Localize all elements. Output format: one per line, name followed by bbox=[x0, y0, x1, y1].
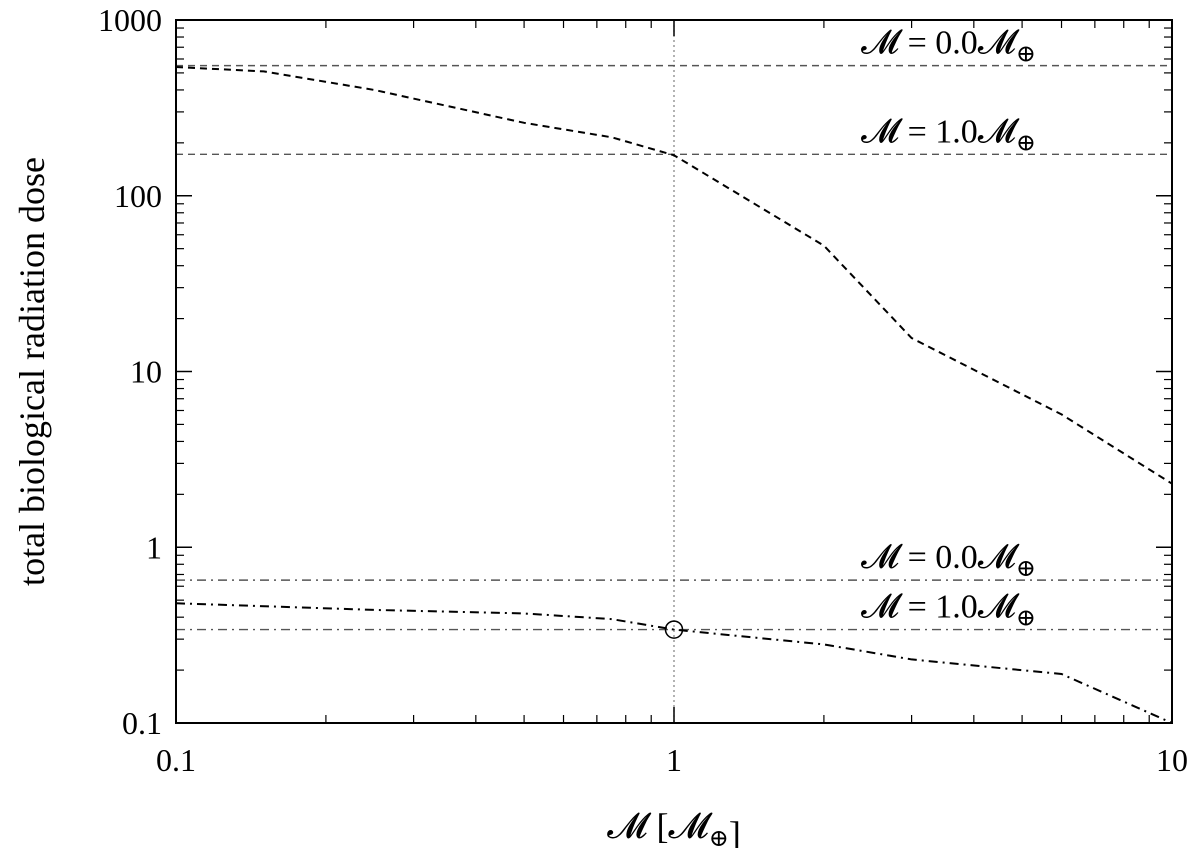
series-line-dashed bbox=[175, 66, 1173, 485]
y-tick-label: 1000 bbox=[98, 2, 162, 38]
reference-line-label: 𝓜 = 1.0𝓜⊕ bbox=[861, 589, 1036, 632]
reference-line-label: 𝓜 = 1.0𝓜⊕ bbox=[861, 113, 1036, 156]
reference-line-label: 𝓜 = 0.0𝓜⊕ bbox=[861, 25, 1036, 68]
x-tick-label: 1 bbox=[666, 742, 682, 778]
labels-layer: 𝓜 = 0.0𝓜⊕ 𝓜 = 1.0𝓜⊕ 𝓜 = 0.0𝓜⊕ 𝓜 = 1.0𝓜⊕ 0.1 1… bbox=[12, 2, 1188, 848]
y-axis-title: total biological radiation dose bbox=[12, 157, 52, 586]
x-tick-label: 10 bbox=[1156, 742, 1188, 778]
x-axis-title: 𝓜 [𝓜⊕] bbox=[607, 806, 741, 848]
y-tick-label: 1 bbox=[146, 529, 162, 565]
y-tick-label: 0.1 bbox=[122, 705, 162, 741]
ticks-layer bbox=[175, 19, 1173, 724]
markers-layer bbox=[664, 620, 684, 639]
reference-line-label: 𝓜 = 0.0𝓜⊕ bbox=[861, 539, 1036, 582]
y-tick-label: 100 bbox=[114, 178, 162, 214]
series-layer bbox=[175, 66, 1173, 724]
x-tick-label: 0.1 bbox=[156, 742, 196, 778]
y-tick-label: 10 bbox=[130, 354, 162, 390]
marker-open-circle bbox=[664, 620, 684, 639]
